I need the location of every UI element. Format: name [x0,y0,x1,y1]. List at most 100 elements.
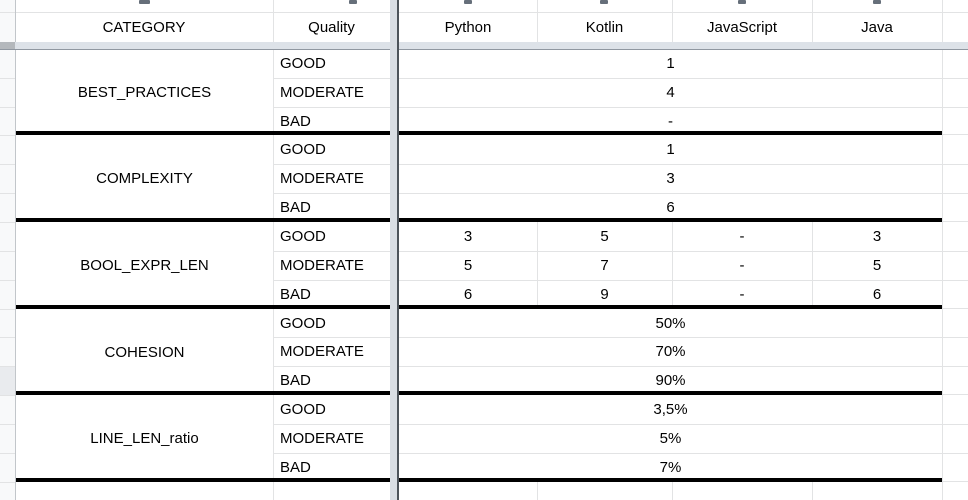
gridline [0,193,15,194]
gridline [537,0,538,49]
value-cell[interactable]: - [739,257,745,274]
category-cell[interactable]: COHESION [104,343,185,361]
column-header-quality[interactable]: Quality [308,18,355,36]
value-cell[interactable]: 5 [600,228,609,245]
gridline [0,222,15,223]
gridline [942,134,968,135]
merged-value-cell[interactable]: 5% [659,430,682,447]
merged-value-cell[interactable]: 7% [659,459,682,476]
quality-cell[interactable]: MODERATE [280,170,364,187]
column-header-java[interactable]: Java [861,18,893,36]
frozen-row-divider-gutter [0,42,15,49]
value-cell[interactable]: - [739,228,745,245]
quality-cell[interactable]: MODERATE [280,343,364,360]
gridline [672,0,673,49]
quality-cell[interactable]: BAD [280,286,311,303]
gridline [0,12,15,13]
gridline [273,337,968,338]
merged-value-cell[interactable]: 6 [666,199,675,216]
quality-cell[interactable]: BAD [280,112,311,130]
gridline [942,0,943,500]
merged-value-cell[interactable]: 50% [655,314,686,332]
clipped-text-fragment [738,0,746,4]
value-cell[interactable]: 5 [872,257,882,274]
value-cell[interactable]: - [739,286,745,303]
gutter-border [15,0,16,500]
gridline [273,164,968,165]
value-cell[interactable]: 6 [463,286,473,303]
clipped-text-fragment [873,0,881,4]
merged-value-cell[interactable]: 1 [666,141,675,158]
gridline [537,222,538,309]
gridline [0,135,15,136]
gridline [0,251,15,252]
merged-value-cell[interactable]: 4 [666,84,675,101]
row-header-highlighted-cell[interactable] [0,366,15,395]
quality-cell[interactable]: GOOD [280,314,326,332]
gridline [273,251,968,252]
gridline [812,222,813,309]
frozen-column-divider[interactable] [390,0,397,500]
quality-cell[interactable]: GOOD [280,401,326,418]
merged-value-cell[interactable]: 1 [666,55,675,72]
merged-value-cell[interactable]: 3 [666,170,675,187]
quality-cell[interactable]: MODERATE [280,84,364,101]
gridline [812,482,813,500]
value-cell[interactable]: 3 [872,228,882,245]
category-separator-line [15,305,942,309]
quality-cell[interactable]: MODERATE [280,257,364,274]
quality-cell[interactable]: GOOD [280,55,326,72]
row-header-gutter[interactable] [0,0,15,500]
gridline [0,12,968,13]
gridline [942,308,968,309]
merged-value-cell[interactable]: 90% [655,372,686,389]
value-cell[interactable]: 6 [872,286,882,303]
gridline [0,395,15,396]
quality-cell[interactable]: BAD [280,459,311,476]
category-cell[interactable]: LINE_LEN_ratio [90,430,199,447]
value-cell[interactable]: 9 [600,286,609,303]
gridline [0,78,15,79]
value-cell[interactable]: 5 [463,257,473,274]
clipped-text-fragment [139,0,150,4]
quality-cell[interactable]: MODERATE [280,430,364,447]
gridline [537,482,538,500]
gridline [0,366,15,367]
merged-value-cell[interactable]: 70% [655,343,686,360]
quality-cell[interactable]: GOOD [280,141,326,158]
gridline [0,482,15,483]
category-cell[interactable]: BEST_PRACTICES [77,83,212,101]
quality-cell[interactable]: GOOD [280,228,326,245]
gridline [0,424,15,425]
gridline [273,107,968,108]
gridline [273,193,968,194]
quality-cell[interactable]: BAD [280,199,311,216]
column-header-category[interactable]: CATEGORY [102,18,186,36]
gridline [0,453,15,454]
value-cell[interactable]: 3 [463,228,473,245]
category-separator-line [15,391,942,395]
column-header-kotlin[interactable]: Kotlin [585,18,624,36]
column-header-javascript[interactable]: JavaScript [706,18,778,36]
clipped-text-fragment [349,0,357,4]
category-cell[interactable]: BOOL_EXPR_LEN [80,257,209,274]
gridline [672,482,673,500]
gridline [812,0,813,49]
merged-value-cell[interactable]: 3,5% [653,401,688,418]
gridline [273,424,968,425]
quality-cell[interactable]: BAD [280,372,311,389]
gridline [942,221,968,222]
value-cell[interactable]: 7 [600,257,609,274]
frozen-column-divider-line[interactable] [396,0,399,500]
gridline [0,337,15,338]
frozen-row-divider-line [0,48,968,50]
gridline [0,280,15,281]
gridline [942,394,968,395]
gridline [273,280,968,281]
merged-value-cell[interactable]: - [668,112,673,130]
gridline [273,78,968,79]
column-header-python[interactable]: Python [444,18,492,36]
gridline [0,164,15,165]
category-cell[interactable]: COMPLEXITY [96,170,193,187]
